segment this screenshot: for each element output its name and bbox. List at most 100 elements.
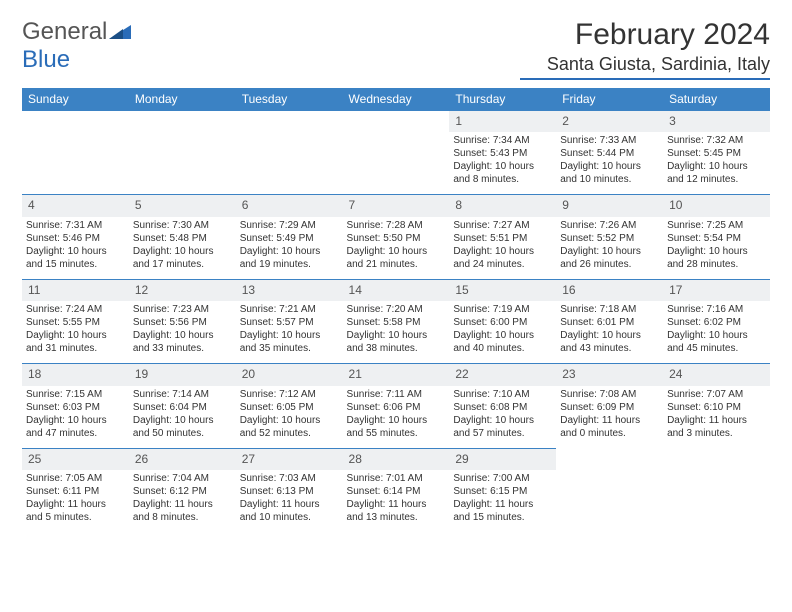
sunrise-line: Sunrise: 7:25 AM (667, 219, 766, 232)
daylight-line: Daylight: 10 hours and 28 minutes. (667, 245, 766, 271)
brand-text: General Blue (22, 18, 131, 74)
calendar-cell: 1Sunrise: 7:34 AMSunset: 5:43 PMDaylight… (449, 111, 556, 195)
sunrise-line: Sunrise: 7:18 AM (560, 303, 659, 316)
sunrise-line: Sunrise: 7:27 AM (453, 219, 552, 232)
daylight-line: Daylight: 11 hours and 10 minutes. (240, 498, 339, 524)
calendar-cell: 6Sunrise: 7:29 AMSunset: 5:49 PMDaylight… (236, 195, 343, 280)
day-number: 18 (22, 364, 129, 386)
day-number: 7 (343, 195, 450, 217)
calendar-cell: 17Sunrise: 7:16 AMSunset: 6:02 PMDayligh… (663, 279, 770, 364)
day-number: 9 (556, 195, 663, 217)
day-body: Sunrise: 7:03 AMSunset: 6:13 PMDaylight:… (236, 470, 343, 532)
weekday-header: Friday (556, 88, 663, 111)
calendar-cell: .. (22, 111, 129, 195)
day-body: Sunrise: 7:33 AMSunset: 5:44 PMDaylight:… (556, 132, 663, 194)
daylight-line: Daylight: 10 hours and 33 minutes. (133, 329, 232, 355)
daylight-line: Daylight: 10 hours and 40 minutes. (453, 329, 552, 355)
day-number: 24 (663, 364, 770, 386)
daylight-line: Daylight: 11 hours and 15 minutes. (453, 498, 552, 524)
weekday-header: Sunday (22, 88, 129, 111)
day-body: Sunrise: 7:21 AMSunset: 5:57 PMDaylight:… (236, 301, 343, 363)
calendar-header-row: SundayMondayTuesdayWednesdayThursdayFrid… (22, 88, 770, 111)
day-body: Sunrise: 7:01 AMSunset: 6:14 PMDaylight:… (343, 470, 450, 532)
day-body: Sunrise: 7:11 AMSunset: 6:06 PMDaylight:… (343, 386, 450, 448)
daylight-line: Daylight: 10 hours and 45 minutes. (667, 329, 766, 355)
daylight-line: Daylight: 10 hours and 19 minutes. (240, 245, 339, 271)
sunrise-line: Sunrise: 7:29 AM (240, 219, 339, 232)
calendar-cell: 23Sunrise: 7:08 AMSunset: 6:09 PMDayligh… (556, 364, 663, 449)
sunrise-line: Sunrise: 7:28 AM (347, 219, 446, 232)
calendar-cell: 11Sunrise: 7:24 AMSunset: 5:55 PMDayligh… (22, 279, 129, 364)
daylight-line: Daylight: 10 hours and 35 minutes. (240, 329, 339, 355)
day-body: Sunrise: 7:07 AMSunset: 6:10 PMDaylight:… (663, 386, 770, 448)
day-body: Sunrise: 7:29 AMSunset: 5:49 PMDaylight:… (236, 217, 343, 279)
sunset-line: Sunset: 6:03 PM (26, 401, 125, 414)
sunrise-line: Sunrise: 7:23 AM (133, 303, 232, 316)
sunrise-line: Sunrise: 7:04 AM (133, 472, 232, 485)
day-body: Sunrise: 7:24 AMSunset: 5:55 PMDaylight:… (22, 301, 129, 363)
sunrise-line: Sunrise: 7:05 AM (26, 472, 125, 485)
day-number: 27 (236, 449, 343, 471)
brand-part2: Blue (22, 46, 70, 73)
calendar-body: ........1Sunrise: 7:34 AMSunset: 5:43 PM… (22, 111, 770, 533)
daylight-line: Daylight: 10 hours and 55 minutes. (347, 414, 446, 440)
sunset-line: Sunset: 5:55 PM (26, 316, 125, 329)
title-block: February 2024 Santa Giusta, Sardinia, It… (520, 18, 770, 80)
sunrise-line: Sunrise: 7:19 AM (453, 303, 552, 316)
day-number: 10 (663, 195, 770, 217)
daylight-line: Daylight: 10 hours and 8 minutes. (453, 160, 552, 186)
calendar-cell: 7Sunrise: 7:28 AMSunset: 5:50 PMDaylight… (343, 195, 450, 280)
day-number: 22 (449, 364, 556, 386)
sunset-line: Sunset: 6:02 PM (667, 316, 766, 329)
day-body: Sunrise: 7:31 AMSunset: 5:46 PMDaylight:… (22, 217, 129, 279)
sunset-line: Sunset: 6:08 PM (453, 401, 552, 414)
calendar-cell: 28Sunrise: 7:01 AMSunset: 6:14 PMDayligh… (343, 448, 450, 532)
sunset-line: Sunset: 5:45 PM (667, 147, 766, 160)
calendar-cell: 20Sunrise: 7:12 AMSunset: 6:05 PMDayligh… (236, 364, 343, 449)
day-body: Sunrise: 7:16 AMSunset: 6:02 PMDaylight:… (663, 301, 770, 363)
day-number: 1 (449, 111, 556, 133)
calendar-table: SundayMondayTuesdayWednesdayThursdayFrid… (22, 88, 770, 532)
daylight-line: Daylight: 10 hours and 15 minutes. (26, 245, 125, 271)
sunset-line: Sunset: 6:10 PM (667, 401, 766, 414)
day-body: Sunrise: 7:34 AMSunset: 5:43 PMDaylight:… (449, 132, 556, 194)
sunrise-line: Sunrise: 7:34 AM (453, 134, 552, 147)
weekday-header: Tuesday (236, 88, 343, 111)
weekday-header: Monday (129, 88, 236, 111)
day-body: Sunrise: 7:12 AMSunset: 6:05 PMDaylight:… (236, 386, 343, 448)
day-number: 28 (343, 449, 450, 471)
weekday-header: Saturday (663, 88, 770, 111)
daylight-line: Daylight: 10 hours and 43 minutes. (560, 329, 659, 355)
day-number: 12 (129, 280, 236, 302)
day-number: 25 (22, 449, 129, 471)
calendar-cell: 25Sunrise: 7:05 AMSunset: 6:11 PMDayligh… (22, 448, 129, 532)
day-number: 6 (236, 195, 343, 217)
sunset-line: Sunset: 6:12 PM (133, 485, 232, 498)
sunset-line: Sunset: 6:04 PM (133, 401, 232, 414)
daylight-line: Daylight: 10 hours and 50 minutes. (133, 414, 232, 440)
day-body: Sunrise: 7:20 AMSunset: 5:58 PMDaylight:… (343, 301, 450, 363)
day-body: Sunrise: 7:05 AMSunset: 6:11 PMDaylight:… (22, 470, 129, 532)
sunrise-line: Sunrise: 7:07 AM (667, 388, 766, 401)
day-number: 26 (129, 449, 236, 471)
sunrise-line: Sunrise: 7:26 AM (560, 219, 659, 232)
daylight-line: Daylight: 10 hours and 26 minutes. (560, 245, 659, 271)
sunset-line: Sunset: 5:50 PM (347, 232, 446, 245)
sunset-line: Sunset: 5:54 PM (667, 232, 766, 245)
sunset-line: Sunset: 5:51 PM (453, 232, 552, 245)
sunset-line: Sunset: 6:09 PM (560, 401, 659, 414)
daylight-line: Daylight: 10 hours and 57 minutes. (453, 414, 552, 440)
daylight-line: Daylight: 10 hours and 24 minutes. (453, 245, 552, 271)
calendar-cell: .. (556, 448, 663, 532)
sunrise-line: Sunrise: 7:08 AM (560, 388, 659, 401)
sunset-line: Sunset: 5:52 PM (560, 232, 659, 245)
location-label: Santa Giusta, Sardinia, Italy (520, 54, 770, 80)
day-number: 11 (22, 280, 129, 302)
day-number: 16 (556, 280, 663, 302)
calendar-cell: 16Sunrise: 7:18 AMSunset: 6:01 PMDayligh… (556, 279, 663, 364)
calendar-cell: .. (343, 111, 450, 195)
sunset-line: Sunset: 5:44 PM (560, 147, 659, 160)
brand-triangle-icon (109, 18, 131, 46)
sunrise-line: Sunrise: 7:15 AM (26, 388, 125, 401)
sunset-line: Sunset: 5:48 PM (133, 232, 232, 245)
